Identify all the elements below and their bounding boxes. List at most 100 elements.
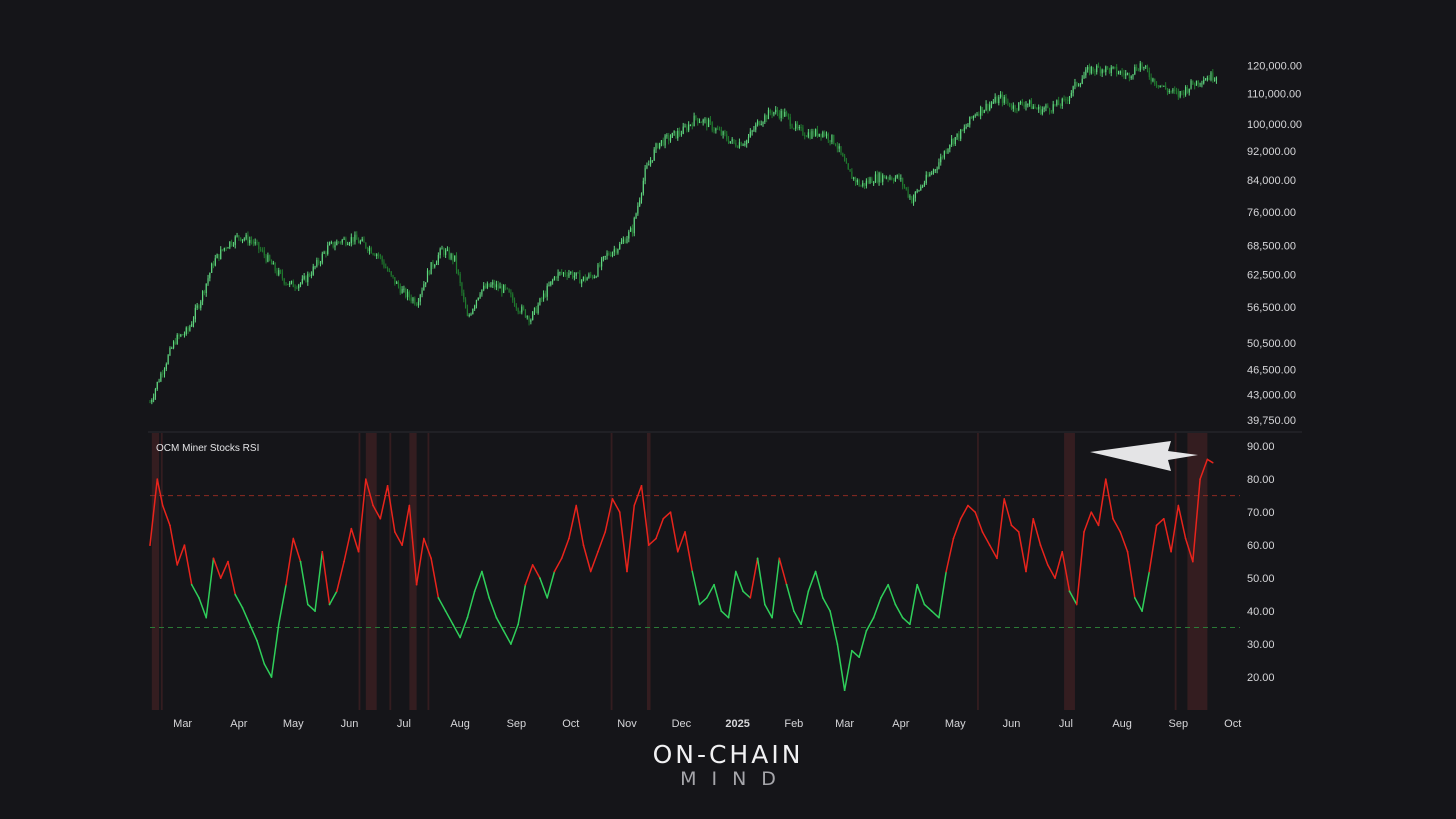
price-candle: [466, 308, 468, 316]
price-candle: [867, 180, 869, 183]
rsi-line-segment: [756, 557, 766, 606]
rsi-point: [785, 583, 788, 586]
rsi-point: [829, 610, 831, 612]
price-candle: [620, 241, 623, 244]
price-candle: [1010, 106, 1013, 109]
rsi-point: [379, 517, 382, 520]
price-candle: [1088, 67, 1091, 74]
price-candle: [544, 293, 546, 297]
price-candle: [729, 141, 731, 144]
rsi-point: [800, 623, 802, 626]
price-candle: [600, 258, 603, 267]
price-candle: [1012, 105, 1014, 109]
indicator-title: OCM Miner Stocks RSI: [156, 443, 259, 454]
price-candle: [811, 131, 813, 139]
price-candle: [156, 381, 158, 389]
rsi-line-segment: [1184, 537, 1194, 563]
rsi-point: [1068, 590, 1071, 593]
price-candle: [1034, 106, 1036, 108]
price-candle: [1161, 85, 1163, 87]
price-candle: [330, 241, 332, 244]
rsi-line-segment: [1090, 511, 1100, 527]
price-candle: [379, 255, 381, 257]
time-tick-label: Aug: [1112, 718, 1132, 730]
rsi-point: [502, 630, 505, 632]
rsi-line-segment: [386, 485, 396, 533]
price-candle: [653, 149, 655, 161]
rsi-line-segment: [270, 623, 280, 678]
rsi-overbought-zone: [358, 433, 361, 710]
rsi-point: [858, 656, 860, 659]
price-candle: [285, 283, 287, 285]
rsi-line-segment: [1083, 511, 1093, 533]
price-candle: [804, 134, 806, 137]
price-candle: [847, 163, 849, 170]
rsi-line-segment: [618, 511, 628, 573]
price-candle: [666, 135, 668, 137]
rsi-point: [1119, 531, 1122, 533]
rsi-line-segment: [1105, 478, 1114, 520]
rsi-overbought-zone: [1064, 433, 1075, 710]
price-candle: [225, 247, 227, 249]
price-candle: [1038, 106, 1040, 110]
time-tick-label: Oct: [1224, 718, 1241, 730]
rsi-overbought-zone: [427, 433, 430, 710]
price-candle: [573, 275, 575, 278]
rsi-point: [771, 616, 773, 619]
price-candle: [896, 174, 898, 178]
rsi-point: [1046, 564, 1049, 566]
price-candle: [477, 297, 479, 301]
price-candle: [780, 110, 782, 118]
rsi-line-segment: [880, 583, 889, 599]
rsi-line-segment: [256, 640, 266, 665]
price-candle: [283, 278, 285, 284]
price-candle: [550, 281, 552, 286]
price-candle: [410, 297, 412, 302]
price-candle: [432, 262, 434, 267]
rsi-point: [1017, 531, 1020, 533]
time-tick-label: Sep: [1169, 718, 1189, 730]
price-candle: [900, 178, 902, 180]
price-candle: [584, 276, 586, 281]
price-candle: [697, 118, 699, 123]
price-candle: [571, 272, 574, 278]
price-candle: [162, 373, 164, 375]
rsi-line-segment: [415, 537, 425, 586]
price-candle: [1190, 80, 1192, 89]
price-candle: [1030, 100, 1033, 109]
rsi-point: [887, 583, 889, 586]
price-candle: [1050, 111, 1052, 113]
price-candle: [709, 119, 712, 123]
rsi-overbought-zone: [977, 433, 979, 710]
price-candle: [223, 247, 225, 251]
price-candle: [1199, 83, 1201, 85]
price-candle: [693, 115, 695, 127]
price-candle: [1146, 66, 1149, 71]
price-candle: [1128, 73, 1130, 79]
rsi-line-segment: [938, 570, 947, 619]
price-candle: [680, 133, 682, 135]
price-candle: [1025, 103, 1027, 107]
rsi-point: [756, 557, 759, 560]
price-candle: [265, 255, 267, 262]
price-candle: [289, 282, 291, 285]
time-tick-label: Jul: [397, 718, 411, 730]
price-candle: [1001, 94, 1004, 103]
price-candle: [381, 256, 383, 262]
price-candle: [976, 113, 978, 116]
rsi-point: [1032, 517, 1035, 520]
rsi-line-segment: [923, 603, 933, 612]
rsi-line-segment: [495, 616, 505, 632]
rsi-line-segment: [1199, 458, 1209, 480]
rsi-line-segment: [292, 537, 302, 563]
price-candle: [287, 283, 289, 285]
rsi-line-segment: [321, 550, 331, 606]
price-candle: [722, 131, 724, 135]
price-candle: [205, 283, 207, 294]
price-candle: [430, 262, 432, 275]
price-candle: [1136, 66, 1138, 71]
price-candle: [356, 234, 358, 240]
rsi-point: [611, 498, 614, 500]
rsi-line-segment: [865, 616, 875, 632]
rsi-line-segment: [633, 485, 643, 507]
